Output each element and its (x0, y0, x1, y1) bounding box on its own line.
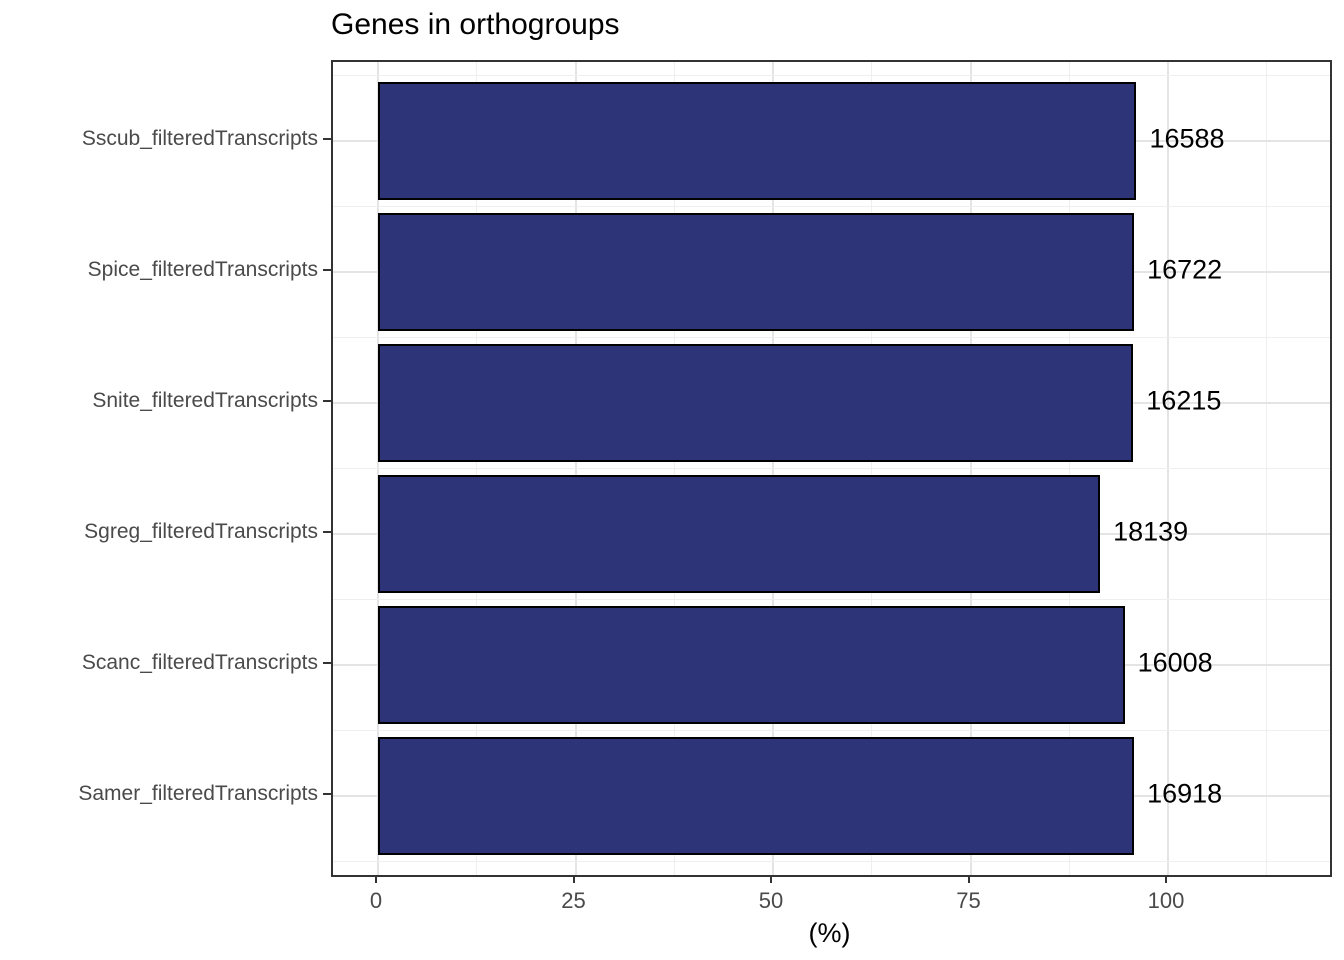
y-axis-tick-mark (323, 662, 331, 665)
bar-value-label: 16215 (1146, 385, 1222, 416)
y-minor-gridline (333, 730, 1330, 732)
y-minor-gridline (333, 861, 1330, 863)
x-axis-tick-label: 25 (561, 888, 586, 913)
x-axis-tick-mark (770, 875, 773, 883)
bar (378, 606, 1125, 725)
y-axis-tick-label: Sgreg_filteredTranscripts (84, 520, 318, 544)
bar (378, 737, 1135, 856)
x-axis-tick-label: 100 (1147, 888, 1185, 913)
y-axis-tick-mark (323, 137, 331, 140)
bar-value-label: 16588 (1149, 123, 1225, 154)
bar (378, 343, 1134, 462)
bar-value-label: 18139 (1113, 516, 1189, 547)
x-axis-title: (%) (808, 918, 851, 948)
y-minor-gridline (333, 336, 1330, 338)
y-axis-tick-label: Sscub_filteredTranscripts (81, 126, 318, 150)
y-minor-gridline (333, 205, 1330, 207)
bar (378, 81, 1137, 200)
y-minor-gridline (333, 74, 1330, 76)
y-minor-gridline (333, 599, 1330, 601)
x-axis-tick-label: 50 (758, 888, 784, 913)
x-axis-tick-label: 0 (369, 888, 383, 913)
x-axis-tick-mark (375, 875, 378, 883)
x-axis-tick-mark (572, 875, 575, 883)
plot-panel (331, 60, 1332, 877)
bar-value-label: 16918 (1147, 778, 1223, 809)
y-axis-tick-mark (323, 268, 331, 271)
y-axis-tick-label: Scanc_filteredTranscripts (81, 651, 318, 675)
y-axis-tick-label: Snite_filteredTranscripts (92, 388, 318, 412)
y-axis-tick-mark (323, 399, 331, 402)
chart-title: Genes in orthogroups (331, 8, 620, 41)
bar-value-label: 16008 (1137, 647, 1213, 678)
x-axis-tick-mark (967, 875, 970, 883)
y-axis-tick-mark (323, 793, 331, 796)
y-axis-tick-label: Spice_filteredTranscripts (87, 257, 318, 281)
y-axis-tick-mark (323, 531, 331, 534)
bar (378, 475, 1101, 594)
x-axis-tick-mark (1165, 875, 1168, 883)
y-minor-gridline (333, 468, 1330, 469)
bar-value-label: 16722 (1147, 254, 1223, 285)
bar (378, 212, 1135, 331)
y-axis-tick-label: Samer_filteredTranscripts (78, 782, 318, 806)
x-axis-tick-label: 75 (956, 888, 981, 913)
